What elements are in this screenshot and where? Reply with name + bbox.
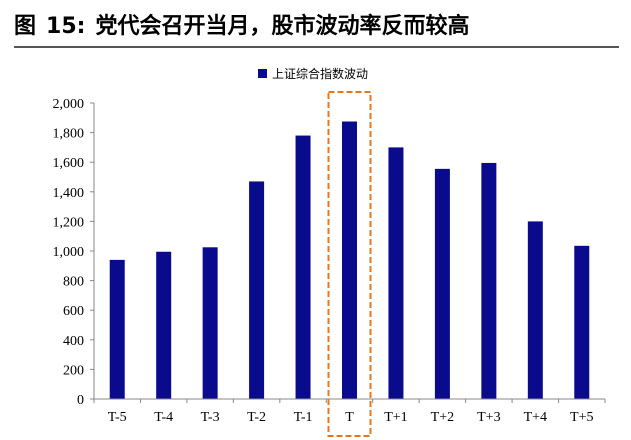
x-tick-label: T-5: [108, 410, 127, 425]
x-tick-label: T-4: [154, 410, 173, 425]
x-tick-label: T-1: [294, 410, 313, 425]
y-tick-label: 200: [63, 363, 84, 378]
x-tick-label: T+4: [524, 410, 547, 425]
figure-label: 图: [14, 14, 37, 39]
figure-title: 图 15: 党代会召开当月，股市波动率反而较高: [14, 12, 618, 42]
x-tick-label: T+1: [384, 410, 407, 425]
highlight-group: [327, 91, 372, 437]
bar-T+1: [388, 147, 404, 399]
bar-T+3: [481, 162, 497, 399]
y-tick-label: 1,200: [53, 215, 85, 230]
bar-T: [342, 121, 357, 399]
legend: 上证综合指数波动: [258, 66, 368, 81]
y-tick-label: 1,400: [53, 186, 85, 201]
bar-T+2: [434, 168, 450, 399]
bar-T-5: [109, 259, 125, 399]
highlight-box: [327, 91, 372, 437]
y-tick-label: 2,000: [53, 97, 85, 112]
bar-T-2: [249, 181, 265, 399]
title-divider: [14, 46, 619, 48]
figure-number: 15:: [46, 14, 86, 39]
bars: [109, 121, 590, 399]
y-axis-ticks: 0 200 400 600 800 1,000 1,200 1,400 1,600 1,800 2,…: [53, 97, 94, 408]
x-tick-label: T+5: [570, 410, 593, 425]
x-axis-ticks: T-5 T-4 T-3 T-2 T-1 T T+1 T+2 T+3 T+4 T+5: [93, 399, 606, 425]
y-tick-label: 1,800: [53, 127, 85, 142]
figure-title-text: 党代会召开当月，股市波动率反而较高: [95, 14, 470, 39]
y-tick-label: 800: [63, 275, 84, 290]
bar-T-3: [202, 247, 218, 399]
y-tick-label: 1,000: [53, 245, 85, 260]
legend-label: 上证综合指数波动: [272, 66, 368, 81]
x-tick-label: T+2: [431, 410, 454, 425]
x-tick-label: T: [345, 410, 354, 425]
legend-swatch: [258, 69, 267, 78]
bar-T-1: [295, 135, 311, 399]
bar-T-4: [156, 251, 172, 399]
x-tick-label: T-2: [247, 410, 266, 425]
y-tick-label: 400: [63, 334, 84, 349]
bar-T+5: [574, 245, 590, 399]
x-tick-label: T+3: [477, 410, 500, 425]
y-tick-label: 1,600: [53, 156, 85, 171]
bar-T+4: [527, 221, 543, 399]
y-tick-label: 0: [77, 393, 84, 408]
y-tick-label: 600: [63, 304, 84, 319]
x-tick-label: T-3: [201, 410, 220, 425]
